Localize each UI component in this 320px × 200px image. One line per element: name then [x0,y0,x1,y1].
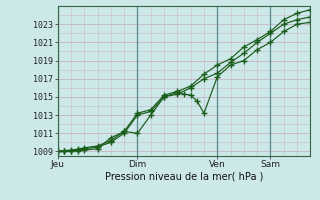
X-axis label: Pression niveau de la mer( hPa ): Pression niveau de la mer( hPa ) [105,172,263,182]
